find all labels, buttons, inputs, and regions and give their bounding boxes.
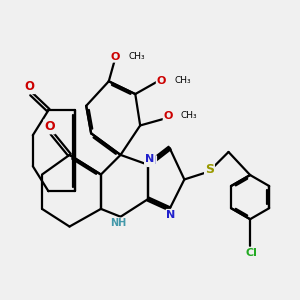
- Text: CH₃: CH₃: [174, 76, 191, 85]
- Text: N: N: [147, 156, 156, 166]
- Text: O: O: [164, 111, 173, 121]
- Text: Cl: Cl: [246, 248, 257, 258]
- Text: CH₃: CH₃: [181, 111, 197, 120]
- Text: N: N: [167, 210, 176, 220]
- Text: O: O: [25, 80, 35, 93]
- Text: N: N: [145, 154, 154, 164]
- Text: NH: NH: [110, 218, 126, 228]
- Text: O: O: [157, 76, 166, 86]
- Text: O: O: [44, 120, 55, 133]
- Text: CH₃: CH₃: [128, 52, 145, 61]
- Text: S: S: [205, 163, 214, 176]
- Text: O: O: [111, 52, 120, 62]
